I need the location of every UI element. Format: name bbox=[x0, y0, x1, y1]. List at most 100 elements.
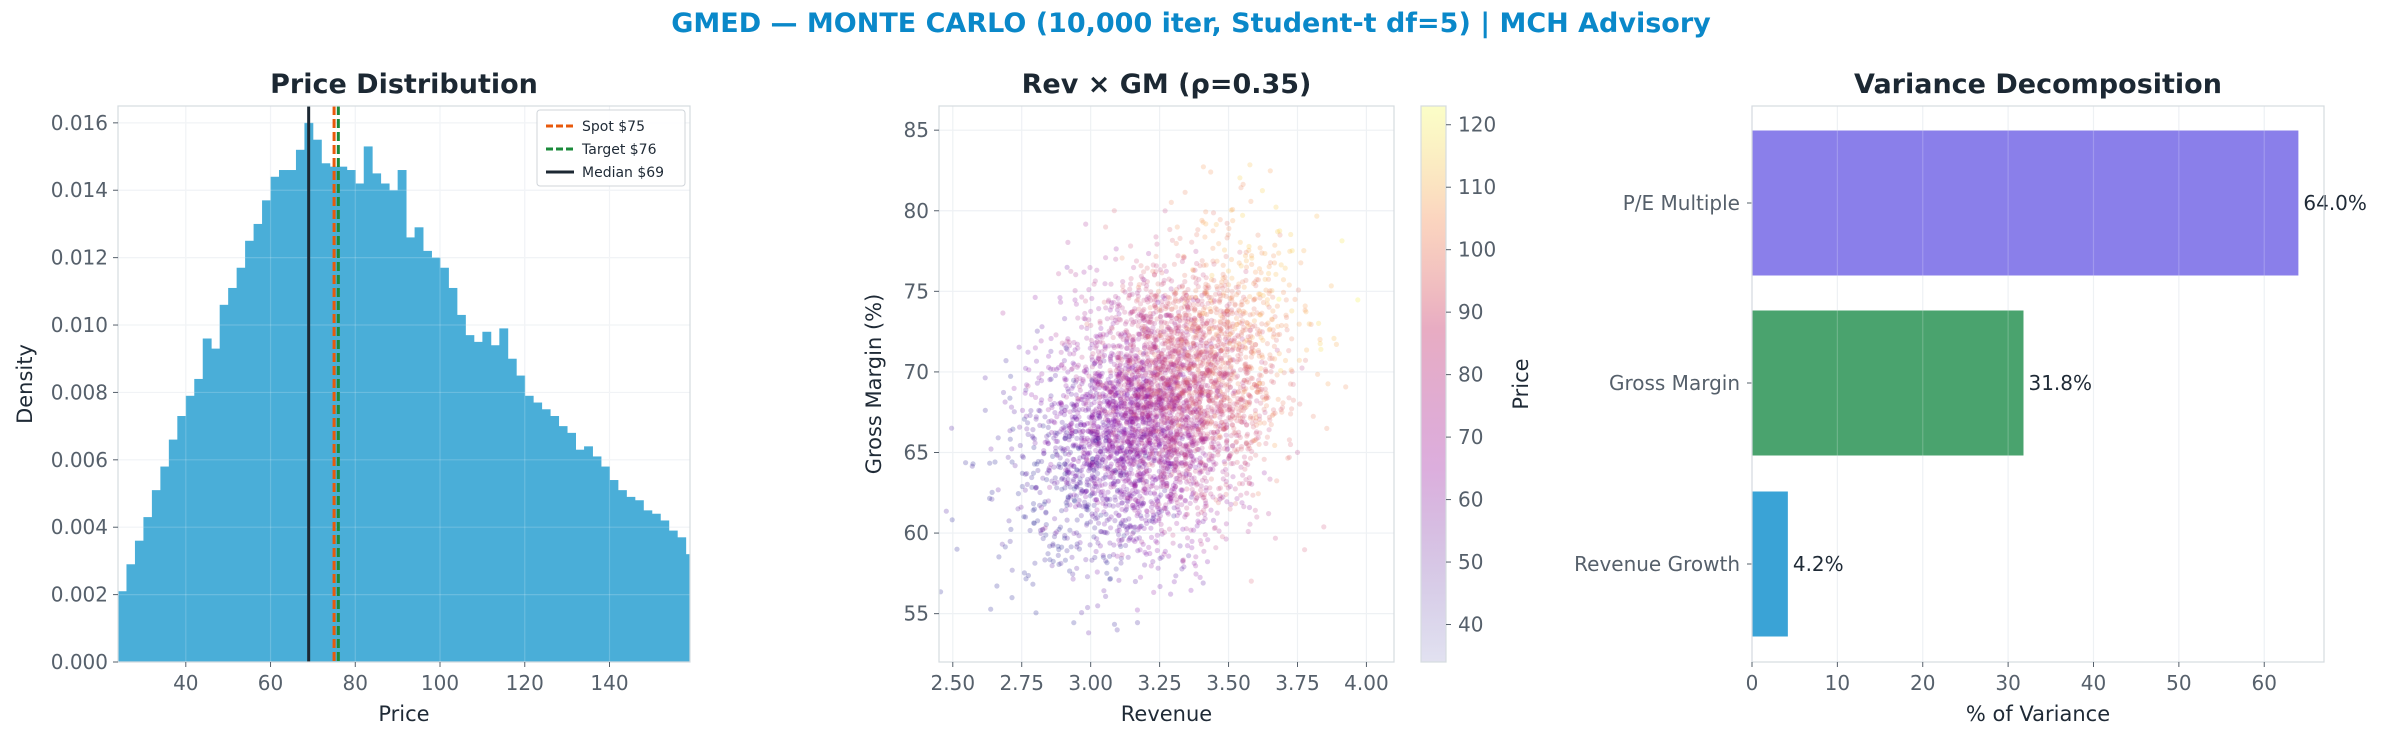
colorbar bbox=[1421, 106, 1446, 662]
scatter-point bbox=[1163, 268, 1169, 274]
scatter-point bbox=[1235, 357, 1241, 363]
scatter-point bbox=[1210, 210, 1217, 216]
scatter-point bbox=[1172, 463, 1178, 469]
scatter-point bbox=[1106, 343, 1112, 349]
scatter-point bbox=[1122, 412, 1128, 419]
scatter-point bbox=[1253, 430, 1259, 436]
scatter-point bbox=[1262, 360, 1268, 366]
scatter-point bbox=[1218, 403, 1225, 410]
scatter-point bbox=[1230, 368, 1237, 374]
scatter-point bbox=[1283, 312, 1289, 318]
scatter-point bbox=[1190, 456, 1196, 462]
scatter-point bbox=[1094, 459, 1100, 465]
scatter-point bbox=[1179, 406, 1185, 413]
scatter-point bbox=[1139, 539, 1145, 545]
scatter-point bbox=[1241, 419, 1247, 425]
scatter-point bbox=[1069, 430, 1075, 436]
scatter-point bbox=[1202, 465, 1208, 471]
scatter-point bbox=[1138, 476, 1144, 483]
scatter-point bbox=[1129, 384, 1136, 390]
scatter-point bbox=[1097, 320, 1103, 326]
scatter-point bbox=[1131, 264, 1137, 271]
scatter-point bbox=[1098, 425, 1104, 431]
scatter-point bbox=[1276, 296, 1282, 302]
scatter-point bbox=[1214, 405, 1220, 411]
scatter-point bbox=[1126, 385, 1132, 391]
scatter-point bbox=[1180, 526, 1186, 532]
scatter-point bbox=[1020, 454, 1026, 460]
scatter-point bbox=[1103, 447, 1109, 453]
scatter-point bbox=[1054, 430, 1060, 436]
scatter-point bbox=[1139, 477, 1145, 483]
scatter-point bbox=[1042, 414, 1048, 420]
scatter-point bbox=[1082, 489, 1088, 495]
scatter-point bbox=[1229, 347, 1235, 353]
scatter-point bbox=[1091, 468, 1097, 474]
scatter-point bbox=[1124, 471, 1130, 477]
scatter-point bbox=[1265, 276, 1272, 282]
scatter-point bbox=[1227, 365, 1234, 371]
scatter-point bbox=[1256, 380, 1263, 386]
scatter-point bbox=[1137, 547, 1143, 553]
scatter-point bbox=[1116, 577, 1122, 583]
scatter-point bbox=[1175, 507, 1181, 513]
scatter-point bbox=[1247, 455, 1254, 461]
scatter-point bbox=[1159, 531, 1165, 537]
scatter-point bbox=[1111, 542, 1117, 548]
scatter-point bbox=[1185, 365, 1191, 371]
scatter-point bbox=[1183, 312, 1189, 318]
scatter-point bbox=[1151, 432, 1157, 439]
scatter-point bbox=[1204, 559, 1211, 565]
scatter-point bbox=[1299, 365, 1305, 371]
scatter-point bbox=[1123, 431, 1129, 437]
scatter-point bbox=[1179, 450, 1185, 456]
scatter-point bbox=[1229, 275, 1235, 281]
scatter-point bbox=[1094, 334, 1100, 340]
scatter-point bbox=[1192, 267, 1198, 273]
scatter-point bbox=[1246, 475, 1253, 481]
scatter-point bbox=[1205, 537, 1211, 543]
scatter-point bbox=[1074, 483, 1080, 489]
scatter-point bbox=[1131, 524, 1137, 530]
scatter-point bbox=[989, 489, 995, 495]
scatter-point bbox=[1074, 396, 1081, 402]
scatter-point bbox=[1127, 358, 1133, 364]
scatter-point bbox=[1126, 292, 1132, 299]
hist-ytick-label: 0.006 bbox=[51, 448, 108, 472]
scatter-point bbox=[1184, 405, 1191, 411]
scatter-point bbox=[1234, 405, 1240, 411]
scatter-point bbox=[1248, 413, 1254, 420]
scatter-point bbox=[1128, 399, 1134, 405]
hist-bar bbox=[397, 170, 407, 662]
scatter-point bbox=[1096, 353, 1102, 359]
scatter-point bbox=[1178, 494, 1184, 500]
scatter-point bbox=[1146, 328, 1152, 334]
scatter-point bbox=[1084, 504, 1090, 510]
scatter-point bbox=[1172, 381, 1178, 387]
scatter-point bbox=[1037, 408, 1043, 414]
scatter-point bbox=[1223, 521, 1229, 527]
scatter-point bbox=[1022, 487, 1028, 493]
scatter-point bbox=[1109, 325, 1115, 331]
scatter-point bbox=[1226, 407, 1232, 413]
scatter-point bbox=[1095, 603, 1101, 609]
scatter-point bbox=[1037, 502, 1043, 508]
scatter-point bbox=[1208, 429, 1214, 435]
scatter-point bbox=[1120, 522, 1126, 529]
scatter-point bbox=[1032, 345, 1038, 351]
scatter-point bbox=[1144, 329, 1150, 336]
scatter-point bbox=[1209, 326, 1215, 332]
hist-bar bbox=[634, 500, 644, 662]
scatter-point bbox=[1169, 335, 1175, 341]
scatter-point bbox=[1278, 406, 1284, 413]
scatter-point bbox=[1169, 391, 1175, 397]
scatter-point bbox=[1238, 446, 1244, 452]
scatter-point bbox=[1147, 474, 1153, 480]
scatter-point bbox=[1174, 500, 1180, 506]
scatter-point bbox=[1266, 270, 1272, 277]
hist-bar bbox=[490, 345, 500, 662]
scatter-point bbox=[1130, 537, 1136, 543]
scatter-point bbox=[1168, 312, 1175, 318]
scatter-point bbox=[1130, 319, 1137, 325]
scatter-point bbox=[1137, 493, 1143, 499]
